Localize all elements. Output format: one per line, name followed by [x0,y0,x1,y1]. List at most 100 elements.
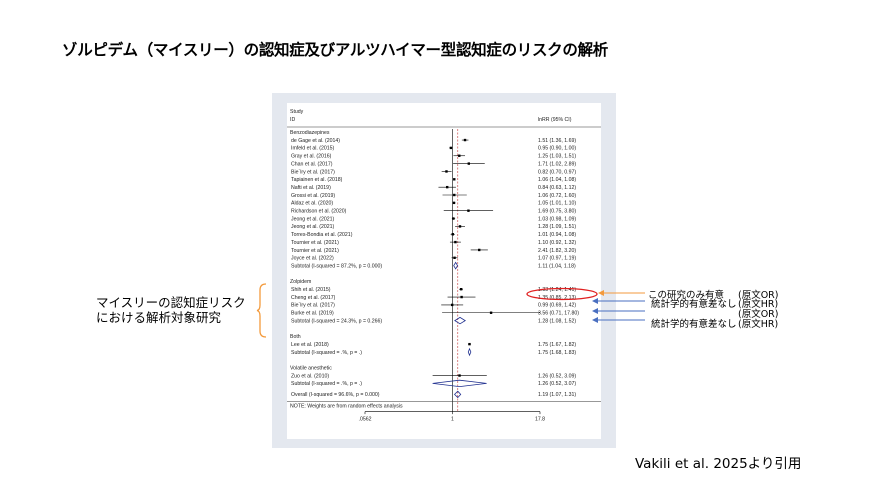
study-label: Bie´lry et al. (2017) [291,169,335,175]
annotation-2-text: 統計学的有意差なし [651,299,737,310]
study-label: Tournier et al. (2021) [291,240,339,246]
study-label: Tournier et al. (2021) [291,248,339,254]
study-point [467,209,470,212]
page-title: ゾルピデム（マイスリー）の認知症及びアルツハイマー型認知症のリスクの解析 [62,41,608,59]
subtotal-diamond [453,261,458,270]
group-label: Both [290,334,301,340]
header-id: ID [290,117,295,123]
study-ci-text: 1.75 (1.67, 1.82) [538,342,576,348]
study-ci-text: 1.69 (0.75, 3.80) [538,209,576,215]
orange-bracket [256,283,267,338]
study-point [478,248,481,252]
study-point [458,154,461,157]
x-tick-label: 1 [451,417,454,423]
study-point [445,185,449,189]
side-label-line-1: マイスリーの認知症リスク [96,295,246,310]
study-label: Imfeld et al. (2015) [291,146,335,152]
study-point [451,233,454,236]
annotation-3-source: (原文OR) [738,309,779,320]
study-ci-text: 1.10 (0.92, 1.32) [538,240,576,246]
arrow-4 [592,317,645,323]
study-ci-text: 1.26 (0.52, 3.09) [538,373,576,379]
group-label: Benzodiazepines [290,130,330,136]
footer-note: NOTE: Weights are from random effects an… [290,404,403,410]
annotation-4-source: (原文HR) [738,319,779,330]
study-ci-text: 1.07 (0.97, 1.19) [538,256,576,262]
study-point [450,303,454,307]
study-label: Aldaz et al. (2020) [291,201,333,207]
plot-panel [287,103,601,439]
citation: Vakili et al. 2025より引用 [635,456,802,472]
annotation-4-text: 統計学的有意差なし [651,319,737,330]
study-label: Burke et al. (2019) [291,311,334,317]
study-ci-text: 0.95 (0.90, 1.00) [538,146,576,152]
study-ci-text: 1.71 (1.02, 2.89) [538,161,576,167]
subtotal-ci-text: 1.26 (0.52, 3.07) [538,381,576,387]
study-point [459,288,463,291]
subtotal-diamond [467,347,472,357]
study-point [449,146,453,150]
x-tick-label: .0562 [359,417,372,423]
annotation-1-text: この研究のみ有意 [648,290,725,301]
study-label: Richardson et al. (2020) [291,209,347,215]
annotation-1-source: (原文OR) [738,290,779,301]
study-point [453,178,456,181]
study-point [452,217,455,220]
study-ci-text: 1.06 (0.72, 1.60) [538,193,576,199]
study-label: Zuo et al. (2010) [291,373,329,379]
study-ci-text: 1.01 (0.94, 1.08) [538,232,576,238]
study-label: Gray et al. (2016) [291,154,332,160]
study-ci-text: 1.35 (0.85, 2.13) [538,295,576,301]
study-label: de Gage et al. (2014) [291,138,340,144]
study-ci-text: 1.03 (0.98, 1.09) [538,216,576,222]
study-label: Torres-Bondia et al. (2021) [291,232,353,238]
forest-plot: Study ID lnRR (95% CI) Benzodiazepines de Ga… [287,103,601,439]
group-label: Volatile anesthetic [290,366,332,372]
study-point [452,201,456,205]
study-point [489,311,493,314]
study-label: Shih et al. (2015) [291,287,331,293]
study-point [453,193,456,197]
subtotal-label: Subtotal (I-squared = .%, p = .) [291,350,362,356]
study-label: Tapiainen et al. (2018) [291,177,343,183]
highlight-oval [526,287,598,301]
study-label: Lee et al. (2018) [291,342,329,348]
study-ci-text: 1.05 (1.01, 1.10) [538,201,576,207]
study-ci-text: 1.33 (1.24, 1.41) [538,287,576,293]
subtotal-diamond [454,316,466,325]
subtotal-ci-text: 1.28 (1.08, 1.52) [538,318,576,324]
study-point [458,374,461,377]
study-point [460,295,463,299]
header-study: Study [290,109,304,115]
study-ci-text: 1.28 (1.09, 1.51) [538,224,576,230]
subtotal-label: Subtotal (I-squared = 24.3%, p = 0.266) [291,318,382,324]
study-point [445,170,448,173]
study-ci-text: 0.84 (0.63, 1.12) [538,185,576,191]
x-tick-label: 17.8 [535,417,545,423]
arrow-2 [592,298,645,304]
subtotal-ci-text: 1.11 (1.04, 1.18) [538,263,576,269]
subtotal-label: Subtotal (I-squared = 87.2%, p = 0.000) [291,263,382,269]
subtotal-ci-text: 1.75 (1.68, 1.83) [538,350,576,356]
study-point [468,342,471,346]
overall-ci-text: 1.19 (1.07, 1.31) [538,392,576,398]
study-point [463,138,467,142]
study-label: Jeong et al. (2021) [291,224,335,230]
annotation-2-source: (原文HR) [738,299,779,310]
study-label: Joyce et al. (2022) [291,256,334,262]
arrow-3 [592,308,645,314]
study-label: Grossi et al. (2019) [291,193,335,199]
side-label-line-2: における解析対象研究 [96,310,222,325]
study-ci-text: 3.56 (0.71, 17.80) [538,311,579,317]
study-ci-text: 0.82 (0.70, 0.97) [538,169,576,175]
study-point [453,256,456,259]
study-label: Nafti et al. (2019) [291,185,331,191]
overall-diamond [453,390,462,399]
study-label: Chan et al. (2017) [291,161,333,167]
group-label: Zolpidem [290,279,311,285]
study-ci-text: 1.06 (1.04, 1.08) [538,177,576,183]
study-point [458,225,462,228]
study-label: Jeong et al. (2021) [291,216,335,222]
study-label: Bie´lry et al. (2017) [291,303,335,309]
study-point [467,162,470,165]
